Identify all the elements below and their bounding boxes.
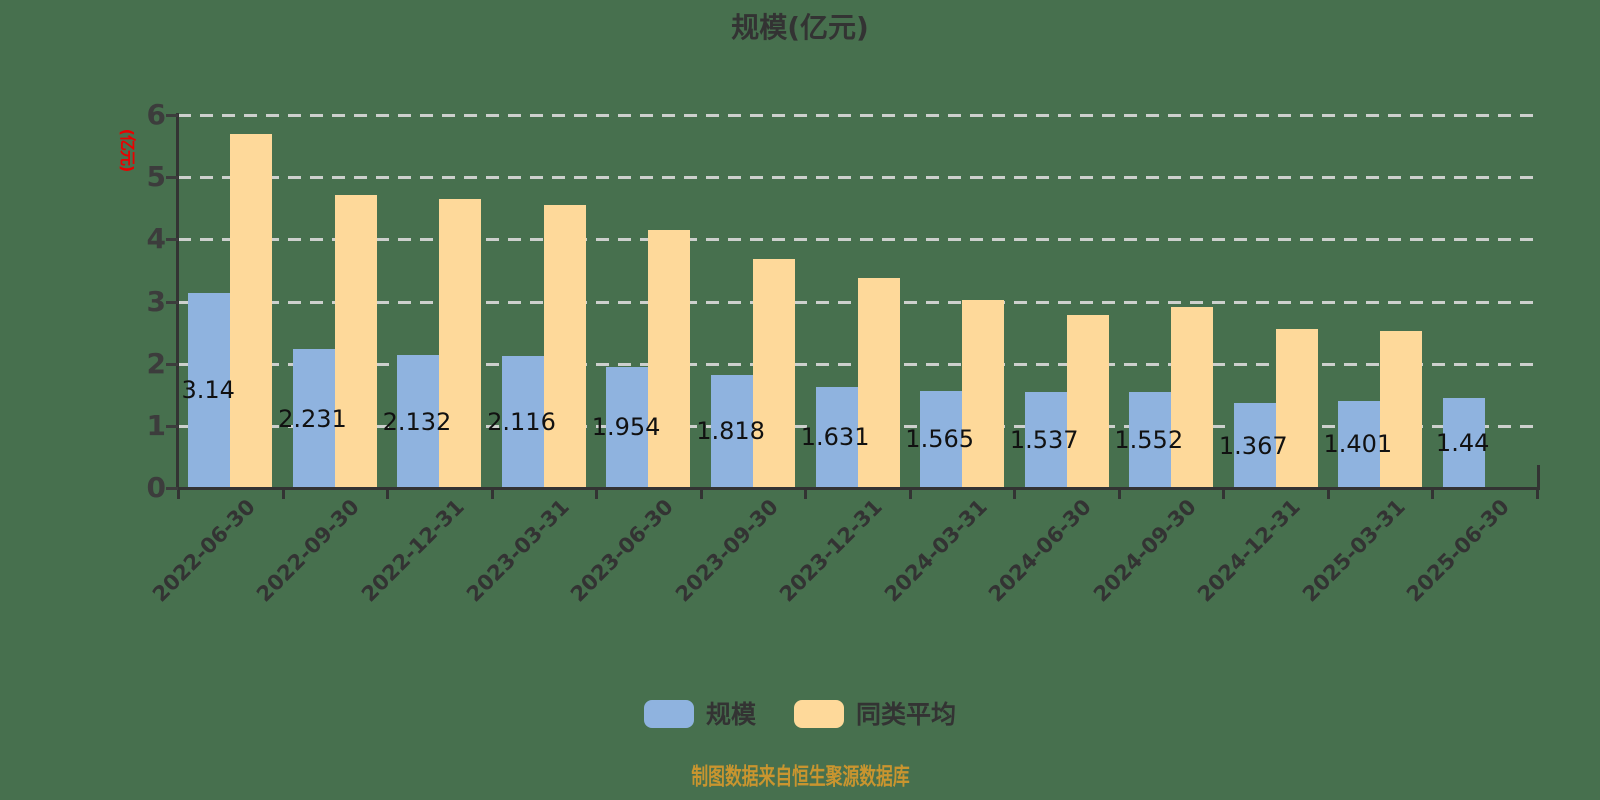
scale-bar[interactable] [292,349,335,488]
category-average-bar[interactable] [439,198,482,488]
bar-value-label: 3.14 [181,376,235,405]
bar-value-label: 1.537 [1009,426,1079,455]
data-source-note: 制图数据来自恒生聚源数据库 [0,757,1600,791]
x-tick-label: 2023-06-30 [566,494,678,607]
y-axis-tick [166,176,178,180]
scale-bar[interactable] [501,356,544,488]
x-axis-tick [177,490,180,499]
y-tick-label: 2 [146,346,166,380]
category-average-bar[interactable] [334,195,377,488]
bar-value-label: 1.367 [1218,431,1288,460]
gridline [178,114,1537,117]
x-axis-tick [1326,490,1330,499]
x-tick-label: 2024-12-31 [1193,494,1306,607]
x-axis-tick [908,490,912,499]
y-axis-tick [166,487,178,490]
gridline [178,238,1537,242]
scale-bar[interactable] [1338,400,1381,488]
scale-bar[interactable] [815,386,858,488]
y-tick-label: 1 [146,408,166,442]
bar-value-label: 1.44 [1435,429,1490,458]
scale-series-swatch [643,700,694,728]
gridline [178,176,1537,180]
x-axis-end-cap [1537,465,1540,487]
scale-bar[interactable] [920,390,963,488]
x-tick-label: 2025-03-31 [1297,494,1410,607]
legend-label-category-average: 同类平均 [856,699,957,729]
x-axis-tick [1222,490,1226,499]
bar-value-label: 2.116 [487,408,556,437]
x-axis-tick [595,490,599,499]
scale-bar[interactable] [397,355,440,488]
y-tick-label: 3 [146,284,166,318]
x-tick-label: 2024-06-30 [984,494,1097,607]
y-axis-tick [166,362,178,366]
x-tick-label: 2022-06-30 [147,494,260,607]
x-tick-label: 2023-09-30 [670,494,783,607]
x-tick-label: 2022-09-30 [252,494,365,607]
legend-label-scale: 规模 [705,699,756,729]
y-axis-tick [166,238,178,242]
x-tick-label: 2023-12-31 [775,494,888,607]
category-average-bar[interactable] [543,204,586,488]
category-average-bar[interactable] [230,134,273,488]
x-tick-label: 2024-09-30 [1088,494,1201,607]
chart-title: 规模(亿元) [731,11,869,44]
y-tick-label: 6 [146,98,166,131]
scale-bar[interactable] [1233,403,1276,488]
x-axis-tick [386,490,390,499]
scale-bar[interactable] [1129,391,1172,488]
x-axis-tick [1431,490,1435,499]
y-axis-tick [166,114,178,117]
scale-bar[interactable] [1442,398,1485,488]
bar-value-label: 1.818 [696,417,765,446]
bar-value-label: 2.132 [382,407,452,436]
x-axis-tick [490,490,494,499]
scale-bar[interactable] [188,292,231,488]
x-tick-label: 2022-12-31 [356,494,469,607]
x-axis-tick [804,490,808,499]
x-tick-label: 2024-03-31 [879,494,992,607]
category-average-bar[interactable] [857,277,900,488]
x-axis-tick [1013,490,1017,499]
x-tick-label: 2025-06-30 [1402,494,1515,607]
x-axis-tick [699,490,703,499]
category-average-bar[interactable] [1380,331,1423,488]
scale-bar[interactable] [710,374,753,488]
legend-item-category-average[interactable]: 同类平均 [794,700,956,728]
y-axis-tick [166,424,178,428]
y-tick-label: 5 [146,160,166,194]
bar-value-label: 1.565 [905,425,975,454]
x-tick-label: 2023-03-31 [461,494,574,607]
category-average-bar[interactable] [1171,307,1214,488]
category-average-bar[interactable] [1066,314,1109,488]
legend-item-scale[interactable]: 规模 [643,699,756,729]
bar-value-label: 1.552 [1114,425,1184,454]
data-source-note-text: 制图数据来自恒生聚源数据库 [690,764,910,790]
bar-value-label: 1.954 [591,413,661,442]
bar-value-label: 1.401 [1323,430,1393,459]
x-axis-tick [281,490,285,499]
y-tick-label: 4 [146,222,166,256]
x-axis-tick [1117,490,1121,499]
x-axis-line [176,487,1540,490]
legend: 规模 同类平均 [0,700,1600,728]
scale-bar[interactable] [606,366,649,488]
category-average-bar[interactable] [1275,329,1318,488]
bar-value-label: 1.631 [800,423,870,452]
category-average-bar[interactable] [648,230,691,488]
scale-bar[interactable] [1024,392,1067,488]
bar-value-label: 2.231 [278,404,347,433]
y-tick-label: 0 [146,471,166,504]
category-average-bar[interactable] [962,300,1005,488]
category-average-series-swatch [794,700,844,728]
y-axis-tick [166,300,178,304]
x-axis-tick [1536,490,1539,499]
category-average-bar[interactable] [752,259,795,488]
